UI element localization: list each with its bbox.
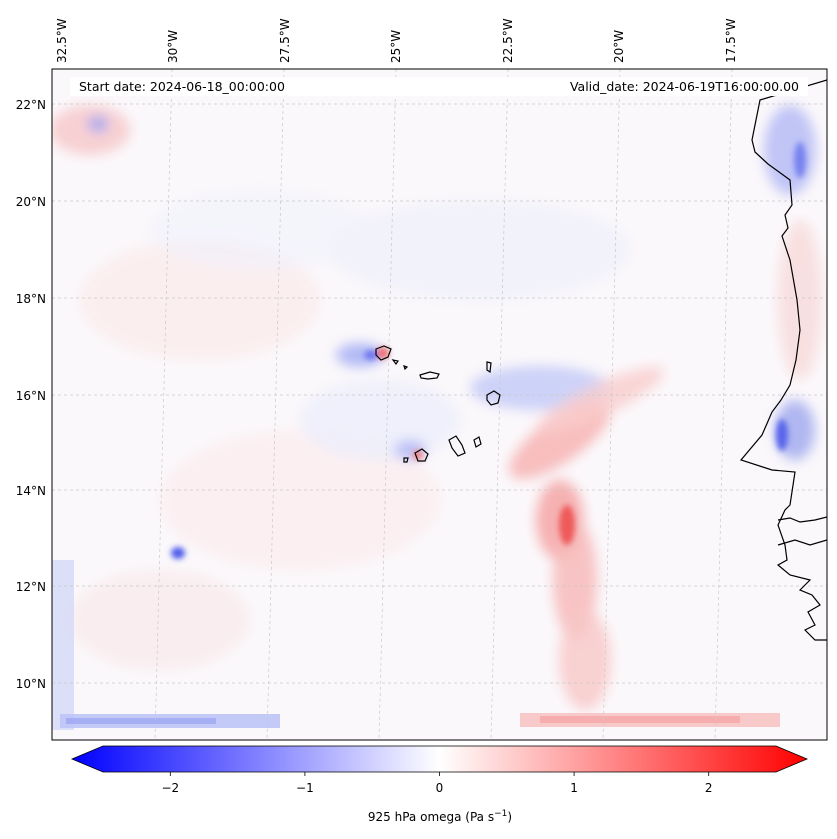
island-boa-vista bbox=[486, 390, 501, 406]
omega-field bbox=[52, 69, 827, 740]
island-santiago bbox=[448, 435, 466, 457]
colorbar-units-close: ) bbox=[507, 810, 512, 824]
map-frame bbox=[51, 68, 828, 741]
lat-tick-label: 18°N bbox=[16, 292, 46, 306]
lat-tick-label: 22°N bbox=[16, 98, 46, 112]
lat-tick-label: 20°N bbox=[16, 195, 46, 209]
island-fogo bbox=[414, 448, 429, 462]
colorbar-tick-label: 1 bbox=[570, 781, 578, 795]
colorbar-variable: 925 hPa omega bbox=[368, 810, 462, 824]
island-santo-antao bbox=[375, 345, 392, 361]
island-maio bbox=[473, 436, 482, 448]
colorbar-tick-label: 0 bbox=[436, 781, 444, 795]
colorbar-tick-label: −1 bbox=[296, 781, 314, 795]
lat-tick-label: 10°N bbox=[16, 677, 46, 691]
lon-tick-label: 17.5°W bbox=[724, 18, 738, 63]
longitude-labels: 32.5°W 30°W 27.5°W 25°W 22.5°W 20°W 17.5… bbox=[55, 18, 738, 63]
island-brava bbox=[403, 457, 409, 463]
island-sao-vicente bbox=[391, 359, 399, 366]
valid-date-label: Valid_date: 2024-06-19T16:00:00.00 bbox=[570, 79, 799, 94]
lat-tick-label: 12°N bbox=[16, 580, 46, 594]
colorbar-tick-label: 2 bbox=[705, 781, 713, 795]
lat-tick-label: 14°N bbox=[16, 484, 46, 498]
colorbar-units-open: ( bbox=[461, 810, 470, 824]
colorbar-tick-label: −2 bbox=[161, 781, 179, 795]
latitude-labels: 22°N 20°N 18°N 16°N 14°N 12°N 10°N bbox=[16, 98, 46, 691]
island-sao-nicolau bbox=[419, 371, 440, 380]
lon-tick-label: 20°W bbox=[612, 30, 626, 63]
colorbar: −2 −1 0 1 2 925 hPa omega (Pa s−1) bbox=[70, 745, 809, 824]
west-africa-coast bbox=[739, 79, 827, 641]
coastlines bbox=[375, 79, 827, 641]
lon-tick-label: 32.5°W bbox=[55, 18, 69, 63]
lon-tick-label: 25°W bbox=[389, 30, 403, 63]
lat-tick-label: 16°N bbox=[16, 389, 46, 403]
start-date-label: Start date: 2024-06-18_00:00:00 bbox=[79, 79, 285, 94]
lon-tick-label: 27.5°W bbox=[278, 18, 292, 63]
island-santa-luzia bbox=[403, 365, 409, 371]
lon-tick-label: 30°W bbox=[166, 30, 180, 63]
colorbar-title: 925 hPa omega (Pa s−1) bbox=[368, 809, 512, 824]
info-box bbox=[70, 77, 808, 96]
island-sal bbox=[486, 361, 492, 374]
colorbar-units: Pa s bbox=[470, 810, 494, 824]
colorbar-bar bbox=[70, 745, 809, 773]
colorbar-ticks: −2 −1 0 1 2 bbox=[161, 772, 713, 795]
colorbar-units-exponent: −1 bbox=[494, 809, 507, 819]
lon-tick-label: 22.5°W bbox=[501, 18, 515, 63]
graticule bbox=[52, 69, 827, 740]
